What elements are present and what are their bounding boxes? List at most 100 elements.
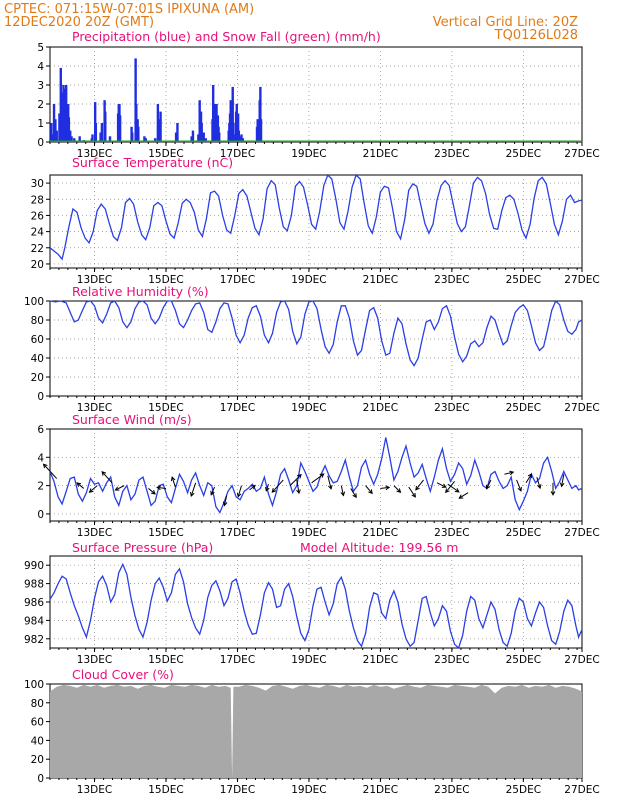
wind-arrow-head bbox=[236, 492, 242, 498]
wind-arrow bbox=[190, 482, 197, 497]
panel-frame bbox=[49, 46, 583, 143]
relative-humidity-line bbox=[49, 299, 583, 367]
wind-arrow-head bbox=[517, 486, 522, 492]
wind-arrow bbox=[223, 495, 228, 506]
x-tick-label: 21DEC bbox=[363, 784, 398, 796]
wind-arrow-head bbox=[319, 473, 325, 478]
y-tick-label: 40 bbox=[31, 353, 44, 365]
wind-arrow bbox=[237, 485, 242, 497]
precip-bar bbox=[218, 132, 221, 142]
precip-bar bbox=[202, 132, 205, 142]
wind-arrow bbox=[327, 475, 332, 490]
y-tick-label: 20 bbox=[31, 372, 44, 384]
wind-arrow bbox=[393, 485, 401, 493]
precip-bar bbox=[257, 126, 260, 142]
precip-bar bbox=[238, 136, 242, 142]
panel-4: 982 984 986 988 990 13DEC 15DEC 17DEC 19DEC 21DEC… bbox=[24, 555, 600, 666]
wind-arrow bbox=[516, 479, 522, 492]
wind-arrow bbox=[76, 482, 85, 489]
x-tick-label: 25DEC bbox=[506, 654, 541, 666]
wind-arrow-head bbox=[527, 473, 533, 479]
cloud-cover-title: Cloud Cover (%) bbox=[72, 667, 174, 682]
y-tick-label: 40 bbox=[31, 735, 44, 747]
x-tick-label: 13DEC bbox=[77, 148, 112, 160]
precip-bar bbox=[159, 111, 162, 142]
precip-bar bbox=[94, 123, 98, 142]
wind-arrow bbox=[89, 485, 98, 493]
y-tick-label: 100 bbox=[24, 679, 44, 691]
x-tick-label: 25DEC bbox=[506, 527, 541, 539]
precip-bar bbox=[158, 119, 161, 142]
x-tick-label: 19DEC bbox=[291, 784, 326, 796]
panel-0: 0 1 2 3 4 5 13DEC 15DEC 17DEC 19DEC 21DEC 23DEC 25DE… bbox=[37, 42, 599, 160]
x-tick-label: 23DEC bbox=[434, 148, 469, 160]
wind-arrow bbox=[210, 486, 215, 495]
wind-arrow bbox=[115, 485, 125, 491]
panel-5: 0 20 40 60 80 100 13DEC 15DEC 17DEC 19DEC 21DEC 23D… bbox=[24, 679, 600, 796]
x-tick-label: 25DEC bbox=[506, 784, 541, 796]
precip-bar bbox=[153, 138, 157, 142]
precip-bar bbox=[259, 119, 263, 142]
y-tick-label: 4 bbox=[37, 61, 44, 73]
wind-arrow-head bbox=[340, 491, 346, 497]
precip-bar bbox=[134, 58, 137, 142]
wind-arrow bbox=[504, 471, 514, 475]
wind-arrow bbox=[271, 479, 284, 493]
y-tick-label: 60 bbox=[31, 717, 44, 729]
x-tick-label: 17DEC bbox=[220, 274, 255, 286]
precip-bar bbox=[143, 136, 146, 142]
wind-arrow-head bbox=[297, 473, 302, 479]
precip-bar bbox=[236, 113, 240, 142]
precip-bar bbox=[231, 86, 234, 142]
wind-arrow bbox=[536, 476, 541, 489]
precip-bar bbox=[118, 115, 122, 142]
precip-bar bbox=[135, 104, 138, 142]
x-tick-label: 21DEC bbox=[363, 274, 398, 286]
wind-arrow-head bbox=[222, 501, 228, 507]
y-tick-label: 30 bbox=[31, 178, 44, 190]
x-tick-label: 25DEC bbox=[506, 148, 541, 160]
x-tick-label: 17DEC bbox=[220, 527, 255, 539]
x-tick-label: 19DEC bbox=[291, 527, 326, 539]
y-tick-label: 20 bbox=[31, 259, 44, 271]
precip-bar bbox=[197, 134, 200, 142]
precip-title: Precipitation (blue) and Snow Fall (gree… bbox=[72, 29, 381, 44]
precip-bar bbox=[241, 138, 245, 142]
x-tick-label: 17DEC bbox=[220, 654, 255, 666]
wind-speed-line bbox=[49, 437, 583, 514]
wind-arrow bbox=[101, 471, 113, 484]
precip-bar bbox=[67, 117, 71, 142]
panel-2: 0 20 40 60 80 100 13DEC 15DEC 17DEC 19DEC 21DEC 23D… bbox=[24, 296, 600, 414]
wind-arrow bbox=[380, 486, 390, 489]
wind-arrow bbox=[157, 486, 167, 489]
wind-arrow-head bbox=[251, 484, 256, 490]
x-tick-label: 19DEC bbox=[291, 654, 326, 666]
wind-arrow bbox=[415, 479, 424, 491]
precip-bar bbox=[176, 123, 179, 142]
y-tick-label: 26 bbox=[31, 210, 45, 222]
precip-bar bbox=[78, 136, 81, 142]
precip-bar bbox=[69, 130, 72, 142]
y-tick-label: 988 bbox=[24, 579, 44, 591]
wind-arrow-head bbox=[454, 488, 460, 493]
wind-arrow-head bbox=[458, 494, 464, 499]
wind-arrow-head bbox=[509, 470, 515, 476]
x-tick-label: 23DEC bbox=[434, 527, 469, 539]
wind-arrow-head bbox=[441, 483, 447, 488]
wind-arrow-head bbox=[210, 490, 215, 496]
wind-arrow bbox=[350, 488, 357, 498]
x-tick-label: 23DEC bbox=[434, 654, 469, 666]
x-tick-label: 27DEC bbox=[564, 654, 599, 666]
wind-arrow-head bbox=[151, 490, 156, 495]
precip-bar bbox=[99, 132, 102, 142]
precip-bar bbox=[50, 123, 53, 142]
wind-arrow-head bbox=[101, 471, 107, 476]
model-altitude-label: Model Altitude: 199.56 m bbox=[300, 540, 458, 555]
wind-arrow bbox=[311, 473, 325, 484]
y-tick-label: 0 bbox=[37, 137, 44, 149]
y-tick-label: 1 bbox=[37, 118, 44, 130]
wind-arrow-head bbox=[328, 484, 333, 490]
wind-arrow bbox=[436, 482, 447, 488]
header-grid-line: Vertical Grid Line: 20Z bbox=[433, 15, 578, 30]
